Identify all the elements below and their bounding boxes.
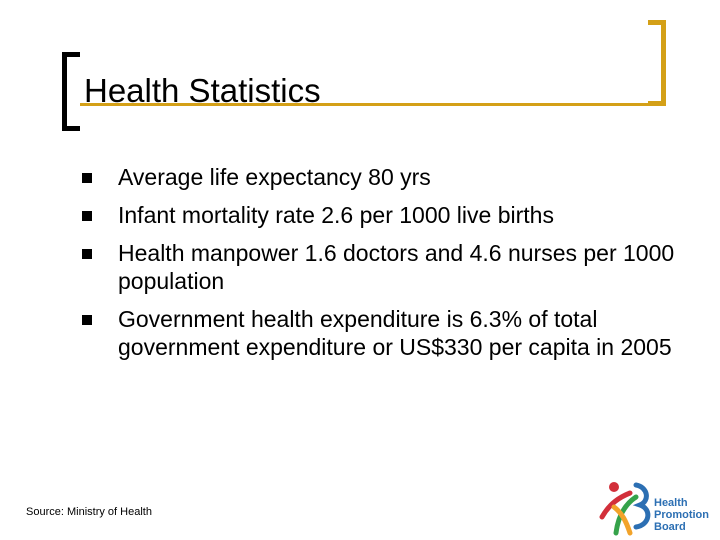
square-bullet-icon: [82, 315, 92, 325]
title-underline: [80, 103, 650, 106]
title-bracket-left: [62, 52, 80, 131]
logo-line: Board: [654, 521, 686, 533]
bullet-text: Average life expectancy 80 yrs: [118, 164, 431, 190]
title-bracket-right: [648, 20, 666, 106]
health-promotion-board-logo: Health Promotion Board: [596, 477, 720, 537]
logo-line: Promotion: [654, 509, 709, 521]
bullet-text: Government health expenditure is 6.3% of…: [118, 306, 672, 360]
logo-line: Health: [654, 497, 688, 509]
logo-wordmark: Health Promotion Board: [654, 497, 709, 533]
hpb-figure-icon: [599, 482, 651, 536]
square-bullet-icon: [82, 249, 92, 259]
bullet-item: Average life expectancy 80 yrs: [80, 163, 680, 191]
square-bullet-icon: [82, 211, 92, 221]
bullet-text: Health manpower 1.6 doctors and 4.6 nurs…: [118, 240, 675, 294]
bullet-item: Infant mortality rate 2.6 per 1000 live …: [80, 201, 680, 229]
square-bullet-icon: [82, 173, 92, 183]
source-note: Source: Ministry of Health: [26, 506, 152, 518]
bullet-item: Health manpower 1.6 doctors and 4.6 nurs…: [80, 239, 680, 295]
bullet-item: Government health expenditure is 6.3% of…: [80, 305, 680, 361]
slide-title: Health Statistics: [84, 72, 321, 109]
bullet-list: Average life expectancy 80 yrs Infant mo…: [80, 163, 680, 371]
bullet-text: Infant mortality rate 2.6 per 1000 live …: [118, 202, 554, 228]
